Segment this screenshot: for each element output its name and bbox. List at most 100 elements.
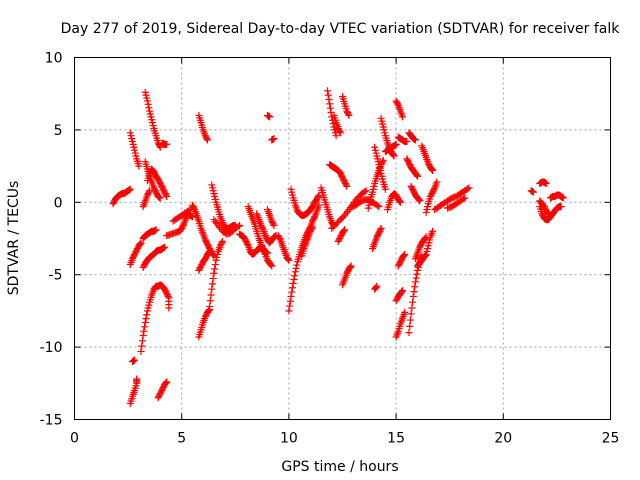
data-point <box>345 111 353 119</box>
data-point <box>269 220 277 228</box>
data-point <box>326 104 334 112</box>
data-point <box>190 204 198 212</box>
data-point <box>292 264 300 272</box>
data-point <box>206 303 214 311</box>
series-arc-14 <box>154 378 171 402</box>
plot-frame <box>74 57 611 420</box>
data-point <box>379 156 387 164</box>
data-point <box>401 250 409 258</box>
data-point <box>542 179 550 187</box>
y-tick-label: 0 <box>54 195 63 211</box>
data-point <box>126 185 134 193</box>
series-arc-58 <box>407 182 424 205</box>
data-point <box>263 249 271 257</box>
data-point <box>414 172 422 180</box>
data-point <box>465 184 473 192</box>
series-arc-49 <box>384 190 404 214</box>
chart-title: Day 277 of 2019, Sidereal Day-to-day VTE… <box>61 21 621 37</box>
data-point <box>400 251 408 259</box>
data-point <box>396 198 404 206</box>
data-point <box>165 304 173 312</box>
data-point <box>287 292 295 300</box>
data-point <box>324 91 332 99</box>
data-point <box>142 315 150 323</box>
data-point <box>234 222 242 230</box>
series-arc-2 <box>126 129 143 170</box>
data-point <box>428 165 436 173</box>
series-arc-54 <box>394 133 411 145</box>
series-arc-18 <box>188 201 218 260</box>
data-point <box>416 197 424 205</box>
data-point <box>144 100 152 108</box>
data-point <box>270 221 278 229</box>
series-arc-52 <box>392 287 407 305</box>
data-point <box>163 140 171 148</box>
series-arc-53 <box>394 250 409 270</box>
data-point <box>373 282 381 290</box>
series-arc-5 <box>126 375 141 408</box>
series-arc-17 <box>195 111 211 144</box>
data-point <box>138 342 146 350</box>
series-arc-67 <box>536 178 550 187</box>
data-point <box>389 151 397 159</box>
series-arc-6 <box>141 88 164 151</box>
series-arc-20 <box>195 305 214 341</box>
data-point <box>146 187 154 195</box>
data-point <box>323 87 331 95</box>
series-arc-65 <box>527 187 537 196</box>
data-point <box>285 307 293 315</box>
series-arc-12 <box>139 243 169 271</box>
data-point <box>145 104 153 112</box>
data-point <box>203 135 211 143</box>
data-point <box>433 178 441 186</box>
data-point <box>156 194 164 202</box>
data-point <box>390 152 398 160</box>
data-point <box>161 243 169 251</box>
data-point <box>406 316 414 324</box>
data-point <box>314 193 322 201</box>
data-point <box>290 276 298 284</box>
data-point <box>211 265 219 273</box>
data-point <box>336 129 344 137</box>
x-tick-label: 0 <box>70 431 79 447</box>
data-point <box>270 135 278 143</box>
data-point <box>559 194 567 202</box>
data-point <box>325 95 333 103</box>
data-point <box>340 227 348 235</box>
data-point <box>218 237 226 245</box>
series-arc-4 <box>128 356 139 366</box>
series-arc-22 <box>208 181 239 232</box>
data-point <box>163 193 171 201</box>
data-point <box>413 270 421 278</box>
data-point <box>461 194 469 202</box>
data-point <box>410 288 418 296</box>
data-point <box>143 311 151 319</box>
data-point <box>401 308 409 316</box>
data-point <box>206 248 214 256</box>
data-point <box>429 227 437 235</box>
data-point <box>137 239 145 247</box>
series-arc-10 <box>158 139 171 148</box>
data-point <box>374 202 382 210</box>
data-point <box>211 261 219 269</box>
series-arc-50 <box>392 97 407 121</box>
series-arc-19 <box>195 248 214 274</box>
data-point <box>210 269 218 277</box>
data-point <box>557 203 565 211</box>
series-arc-8 <box>143 165 171 201</box>
data-point <box>293 261 301 269</box>
data-point <box>276 235 284 242</box>
data-point <box>344 110 352 118</box>
x-tick-label: 5 <box>177 431 186 447</box>
data-point <box>409 292 417 300</box>
data-point <box>133 375 141 383</box>
data-points <box>109 87 567 408</box>
data-point <box>208 280 216 288</box>
series-arc-35 <box>330 111 344 137</box>
series-arc-51 <box>392 308 409 341</box>
data-point <box>412 274 420 282</box>
series-arc-43 <box>364 156 387 212</box>
data-point <box>185 207 193 215</box>
data-point <box>381 185 389 193</box>
series-arc-61 <box>418 142 437 174</box>
